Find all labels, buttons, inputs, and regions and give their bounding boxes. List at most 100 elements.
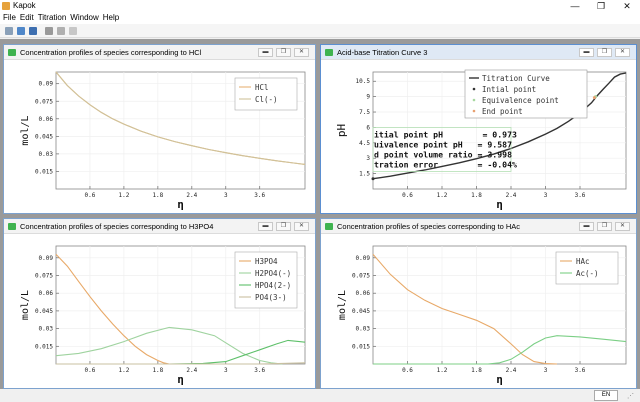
subwindow-close-button[interactable]: ✕ <box>294 222 309 231</box>
annotation-text: itial point pH = 0.973 <box>374 129 517 139</box>
y-tick-label: 6 <box>366 124 370 131</box>
subwindow-restore-button[interactable]: ❐ <box>597 222 612 231</box>
subwindow-minimize-button[interactable]: ▬ <box>579 222 594 231</box>
open-icon[interactable] <box>16 26 26 36</box>
y-tick-label: 0.09 <box>39 255 54 262</box>
x-axis-label: η <box>177 373 184 386</box>
subwindow-title-bar[interactable]: Concentration profiles of species corres… <box>4 45 315 60</box>
subwindow-w3[interactable]: Concentration profiles of species corres… <box>3 218 316 389</box>
subwindow-title-bar[interactable]: Concentration profiles of species corres… <box>4 219 315 234</box>
subwindow-minimize-button[interactable]: ▬ <box>258 222 273 231</box>
x-tick-label: 3 <box>224 192 228 199</box>
chart-w2: 0.6 1.2 1.8 2.4 3 3.6 1.5 3 4.5 6 7.5 9 10.5 η pH itial… <box>335 69 627 211</box>
chart-window-icon <box>8 49 16 56</box>
input-indicator[interactable]: EN <box>594 390 618 401</box>
chart-window-icon <box>325 49 333 56</box>
y-tick-label: 10.5 <box>356 78 371 85</box>
mdi-area: Concentration profiles of species corres… <box>0 39 640 389</box>
status-bar: EN ⋰ <box>0 389 640 402</box>
y-tick-label: 0.015 <box>35 168 53 175</box>
app-logo-icon <box>2 2 10 10</box>
copy-icon[interactable] <box>56 26 66 36</box>
legend-label: HAc <box>576 257 590 266</box>
y-tick-label: 0.015 <box>35 343 53 350</box>
menu-titration[interactable]: Titration <box>37 13 67 22</box>
y-tick-label: 0.03 <box>39 151 54 158</box>
save-icon[interactable] <box>28 26 38 36</box>
subwindow-w1[interactable]: Concentration profiles of species corres… <box>3 44 316 214</box>
legend-label: HCl <box>255 83 269 92</box>
chart-w1: 0.6 1.2 1.8 2.4 3 3.6 0.015 0.03 0.045 0.06 0.075 0… <box>20 71 306 211</box>
new-icon[interactable] <box>4 26 14 36</box>
subwindow-close-button[interactable]: ✕ <box>294 48 309 57</box>
minimize-button[interactable]: — <box>570 1 580 11</box>
x-tick-label: 0.6 <box>402 192 413 199</box>
maximize-button[interactable]: ❐ <box>596 1 606 11</box>
subwindow-title: Concentration profiles of species corres… <box>20 222 214 231</box>
annotation-text: tration error = -0.04% <box>374 159 517 169</box>
x-tick-label: 1.8 <box>471 192 482 199</box>
subwindow-minimize-button[interactable]: ▬ <box>258 48 273 57</box>
title-bar: Kapok — ❐ ✕ <box>0 0 640 12</box>
legend-label: Equivalence point <box>482 96 559 105</box>
y-tick-label: 0.045 <box>35 133 53 140</box>
subwindow-w4[interactable]: Concentration profiles of species corres… <box>320 218 637 389</box>
y-tick-label: 0.09 <box>39 81 54 88</box>
chart-w4: 0.6 1.2 1.8 2.4 3 3.6 0.015 0.03 0.045 0.06 0.075 0… <box>337 245 627 386</box>
series-line-1 <box>373 335 627 365</box>
subwindow-close-button[interactable]: ✕ <box>615 48 630 57</box>
x-tick-label: 3.6 <box>575 192 586 199</box>
y-tick-label: 9 <box>366 94 370 101</box>
x-tick-label: 3.6 <box>254 192 265 199</box>
x-tick-label: 3 <box>224 367 228 374</box>
x-tick-label: 1.2 <box>437 192 448 199</box>
subwindow-restore-button[interactable]: ❐ <box>276 48 291 57</box>
paste-icon[interactable] <box>68 26 78 36</box>
y-tick-label: 0.045 <box>352 308 370 315</box>
menu-file[interactable]: File <box>3 13 16 22</box>
y-tick-label: 4.5 <box>359 140 370 147</box>
y-tick-label: 3 <box>366 155 370 162</box>
resize-grip-icon[interactable]: ⋰ <box>627 393 634 400</box>
series-line-0 <box>55 253 170 365</box>
series-line-1 <box>55 326 283 365</box>
x-tick-label: 3 <box>544 367 548 374</box>
y-tick-label: 0.06 <box>356 290 371 297</box>
y-tick-label: 0.075 <box>35 98 53 105</box>
subwindow-restore-button[interactable]: ❐ <box>276 222 291 231</box>
x-tick-label: 3.6 <box>575 367 586 374</box>
x-axis-label: η <box>496 198 503 211</box>
subwindow-title-bar[interactable]: Concentration profiles of species corres… <box>321 219 636 234</box>
x-tick-label: 1.2 <box>118 367 129 374</box>
y-tick-label: 0.06 <box>39 116 54 123</box>
x-tick-label: 0.6 <box>85 367 96 374</box>
close-button[interactable]: ✕ <box>623 1 631 11</box>
y-axis-label: mol/L <box>20 115 31 145</box>
y-tick-label: 0.03 <box>356 326 371 333</box>
x-tick-label: 1.8 <box>152 192 163 199</box>
menu-edit[interactable]: Edit <box>19 13 34 22</box>
legend-label: H2PO4(-) <box>255 269 291 278</box>
y-tick-label: 0.03 <box>39 326 54 333</box>
cut-icon[interactable] <box>44 26 54 36</box>
legend-label: Intial point <box>482 85 536 94</box>
legend-swatch <box>472 109 476 113</box>
subwindow-minimize-button[interactable]: ▬ <box>579 48 594 57</box>
annotation-text: d point volume ratio = 3.998 <box>374 149 512 159</box>
legend-swatch <box>472 98 476 102</box>
subwindow-close-button[interactable]: ✕ <box>615 222 630 231</box>
chart-window-icon <box>325 223 333 230</box>
menu-window[interactable]: Window <box>70 13 99 22</box>
marker-point-0 <box>371 177 375 181</box>
subwindow-title-bar[interactable]: Acid-base Titration Curve 3 ▬ ❐ ✕ <box>321 45 636 60</box>
y-tick-label: 0.075 <box>352 273 370 280</box>
legend-label: PO4(3-) <box>255 293 287 302</box>
chart-window-icon <box>8 223 16 230</box>
series-line-3 <box>56 362 306 365</box>
subwindow-restore-button[interactable]: ❐ <box>597 48 612 57</box>
x-axis-label: η <box>496 373 503 386</box>
x-tick-label: 2.4 <box>186 367 197 374</box>
subwindow-w2[interactable]: Acid-base Titration Curve 3 ▬ ❐ ✕ 0.6 1.2 1.8 2… <box>320 44 637 214</box>
x-axis-label: η <box>177 198 184 211</box>
menu-help[interactable]: Help <box>102 13 120 22</box>
